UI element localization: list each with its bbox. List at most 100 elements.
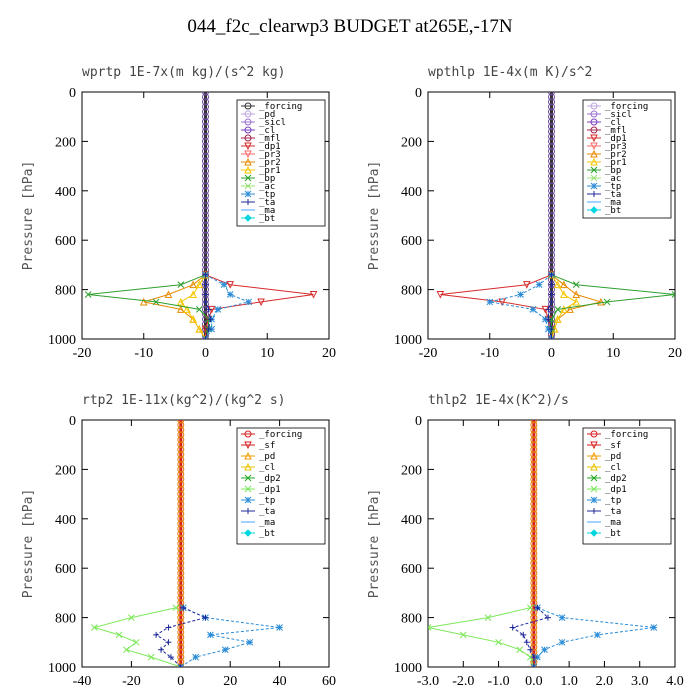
legend-marker <box>245 508 251 514</box>
zero-marker <box>548 152 555 160</box>
y-tick-label: 600 <box>401 234 422 249</box>
data-point <box>671 291 675 298</box>
legend-label: _dp1 <box>605 134 627 144</box>
data-point <box>202 281 209 288</box>
x-tick-label: 0 <box>177 674 184 689</box>
zero-marker <box>177 544 185 552</box>
legend-marker <box>591 508 597 514</box>
data-point <box>572 297 581 306</box>
series-line-tp <box>180 607 280 667</box>
zero-marker <box>177 589 185 597</box>
zero-marker <box>177 500 185 508</box>
legend-label: _bt <box>605 206 621 216</box>
plot-frame <box>81 419 330 668</box>
data-point <box>523 639 530 646</box>
legend-marker <box>590 485 598 493</box>
zero-marker <box>548 212 555 219</box>
x-tick-label: -10 <box>480 346 499 361</box>
legend-label: _ma <box>605 198 621 208</box>
y-tick-label: 200 <box>55 463 76 478</box>
legend-marker <box>590 174 598 182</box>
zero-marker <box>177 619 185 627</box>
legend-label: _sicl <box>605 110 632 120</box>
legend-marker <box>244 462 252 471</box>
zero-marker <box>202 118 209 126</box>
zero-marker <box>177 584 185 592</box>
zero-marker <box>177 594 185 602</box>
data-point <box>202 271 209 278</box>
zero-marker <box>177 653 185 661</box>
zero-marker <box>548 108 555 116</box>
legend-label: _ma <box>605 518 621 528</box>
zero-marker <box>177 633 185 641</box>
zero-marker <box>530 500 538 508</box>
data-point <box>553 315 562 323</box>
legend-label: _pr3 <box>605 142 627 152</box>
data-point <box>309 291 318 299</box>
legend-marker <box>590 451 598 460</box>
zero-marker <box>177 559 185 567</box>
x-tick-label: 2.0 <box>596 674 614 689</box>
legend-label: _tp <box>259 496 275 506</box>
zero-marker <box>202 137 209 145</box>
zero-marker <box>202 202 209 210</box>
zero-marker <box>177 421 185 429</box>
legend-marker <box>244 190 252 198</box>
legend-marker <box>244 182 252 190</box>
zero-marker <box>530 589 538 597</box>
legend-marker <box>590 166 598 174</box>
chart-panel-4: thlp2 1E-4x(K^2)/s Pressure [hPa] 0 200 400 6… <box>367 393 684 689</box>
zero-marker <box>177 426 185 434</box>
zero-marker <box>530 554 538 562</box>
zero-marker <box>177 643 185 651</box>
zero-marker <box>177 554 185 562</box>
legend-label: _ta <box>259 198 275 208</box>
legend-marker <box>244 485 252 493</box>
zero-marker <box>530 530 538 538</box>
zero-marker <box>202 162 209 170</box>
x-tick-label: -1.0 <box>487 674 509 689</box>
legend-marker <box>590 441 598 450</box>
data-point <box>207 316 214 323</box>
zero-marker <box>177 490 185 498</box>
legend-marker <box>590 182 598 190</box>
zero-marker <box>530 549 538 557</box>
zero-marker <box>202 92 209 96</box>
data-point <box>257 298 265 307</box>
legend-label: _cl <box>605 118 621 128</box>
data-point <box>195 280 204 289</box>
data-point <box>548 291 555 298</box>
data-point <box>158 646 165 653</box>
legend-marker <box>245 199 251 205</box>
zero-marker <box>177 451 185 459</box>
zero-marker <box>530 609 538 617</box>
y-tick-label: 400 <box>55 513 76 528</box>
data-point <box>541 646 548 654</box>
data-point <box>115 631 123 639</box>
zero-marker <box>177 505 185 513</box>
data-point <box>177 664 184 667</box>
zero-marker <box>202 103 209 111</box>
zero-marker <box>177 525 185 533</box>
panel-title: wpthlp 1E-4x(m K)/s^2 <box>428 65 592 80</box>
x-tick-label: -20 <box>73 346 92 361</box>
y-tick-label: 1000 <box>394 661 422 676</box>
plot-area <box>436 92 675 339</box>
zero-marker <box>177 540 185 547</box>
data-point <box>226 291 234 298</box>
legend-label: _ac <box>259 182 275 192</box>
legend-label: _pd <box>259 452 275 462</box>
zero-marker <box>548 123 555 131</box>
zero-marker <box>202 192 209 200</box>
x-tick-label: -20 <box>419 346 438 361</box>
x-tick-label: 4.0 <box>666 674 684 689</box>
data-point <box>554 306 562 313</box>
zero-marker <box>530 574 538 582</box>
zero-marker <box>530 564 538 572</box>
data-point <box>220 281 228 289</box>
zero-marker <box>202 231 209 239</box>
zero-marker <box>202 147 209 155</box>
data-point <box>183 305 191 313</box>
data-point <box>176 305 185 313</box>
